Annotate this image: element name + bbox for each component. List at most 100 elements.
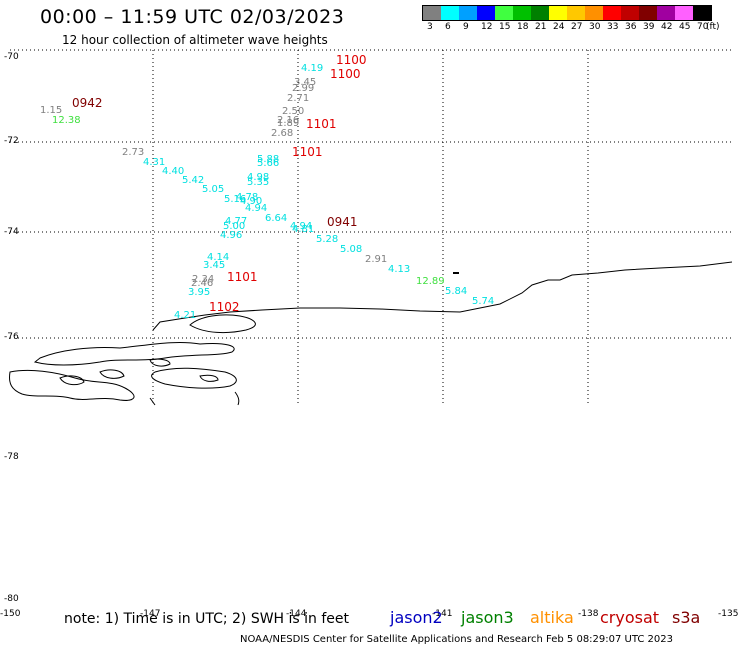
- wave-height-label: 4.94: [245, 203, 267, 214]
- legend-swatch: [477, 6, 495, 20]
- wave-height-label: 2.99: [292, 83, 314, 94]
- legend-label: 24: [553, 22, 565, 32]
- coast-outline-south: [149, 391, 240, 406]
- wave-height-label: 1.15: [40, 105, 62, 116]
- pass-time-label: 1100: [330, 67, 361, 81]
- legend-label: 18: [517, 22, 529, 32]
- lat-label: -80: [4, 594, 19, 604]
- legend-label: 15: [499, 22, 511, 32]
- wave-height-label: 5.74: [472, 296, 494, 307]
- legend-swatch: [693, 6, 711, 20]
- wave-height-label: 4.94: [290, 221, 312, 232]
- legend-swatch: [459, 6, 477, 20]
- graticule: [10, 49, 732, 405]
- lon-label: -135: [718, 609, 739, 619]
- coastline: [9, 261, 733, 406]
- pass-time-label: 1100: [336, 53, 367, 67]
- island-outline: [189, 314, 256, 334]
- legend-swatch: [603, 6, 621, 20]
- wave-height-label: 2.71: [287, 93, 309, 104]
- lat-label: -76: [4, 332, 19, 342]
- legend-swatch: [675, 6, 693, 20]
- wave-height-label: 4.78: [236, 192, 258, 203]
- inlet-3: [149, 358, 171, 367]
- wave-height-label: 2.91: [365, 254, 387, 265]
- legend-label: 21: [535, 22, 547, 32]
- inlet-2: [99, 369, 125, 379]
- wave-height-label: 5.00: [223, 221, 245, 232]
- wave-height-label: 12.89: [416, 276, 445, 287]
- wave-height-label: 5.16: [224, 194, 246, 205]
- lon-label: -141: [432, 609, 453, 619]
- wave-height-label: 12.38: [52, 115, 81, 126]
- coast-outline-west: [33, 342, 235, 366]
- legend-label: 42: [661, 22, 673, 32]
- pass-time-label: 1101: [292, 145, 323, 159]
- legend-label: 33: [607, 22, 619, 32]
- lat-label: -74: [4, 227, 19, 237]
- wave-height-label: 2.34: [192, 274, 214, 285]
- coast-outline-sw: [9, 369, 135, 401]
- legend-swatch: [513, 6, 531, 20]
- map-title: 00:00 – 11:59 UTC 02/03/2023: [40, 6, 345, 28]
- legend-swatch: [531, 6, 549, 20]
- wave-height-label: 5.35: [247, 177, 269, 188]
- legend-unit: (ft): [706, 22, 720, 32]
- satellite-jason3: jason3: [461, 608, 514, 627]
- wave-height-label: 1.89: [277, 118, 299, 129]
- legend-label: 9: [463, 22, 469, 32]
- wave-height-label: 2.46: [191, 278, 213, 289]
- pass-time-label: 1101: [306, 117, 337, 131]
- footer-credit: NOAA/NESDIS Center for Satellite Applica…: [240, 634, 673, 645]
- ice-shelf-edge: [152, 261, 733, 331]
- wave-height-label: 5.05: [202, 184, 224, 195]
- legend-swatch: [549, 6, 567, 20]
- pass-time-label: 0942: [72, 96, 103, 110]
- wave-height-label: 4.90: [240, 196, 262, 207]
- legend-swatch: [639, 6, 657, 20]
- legend-label: 36: [625, 22, 637, 32]
- legend-label: 6: [445, 22, 451, 32]
- wave-height-label: 4.96: [220, 230, 242, 241]
- satellite-altika: altika: [530, 608, 574, 627]
- legend-label: 30: [589, 22, 601, 32]
- lon-label: -144: [286, 609, 307, 619]
- wave-height-label: 4.81: [292, 224, 314, 235]
- wave-height-label: 5.84: [445, 286, 467, 297]
- observation-dash-marker: [453, 272, 459, 274]
- color-legend: 3 6 9 12 15 18 21 24 27 30 33 36 39 42 45 70 (ft): [422, 5, 732, 35]
- legend-swatch: [585, 6, 603, 20]
- map-subtitle: 12 hour collection of altimeter wave hei…: [62, 33, 328, 47]
- legend-swatch: [567, 6, 585, 20]
- legend-label: 45: [679, 22, 691, 32]
- wave-height-label: 3.45: [203, 260, 225, 271]
- inlet-1: [59, 375, 85, 386]
- pass-time-label: 1101: [227, 270, 258, 284]
- lat-label: -70: [4, 52, 19, 62]
- legend-label: 3: [427, 22, 433, 32]
- wave-height-label: 5.42: [182, 175, 204, 186]
- wave-height-label: 5.08: [340, 244, 362, 255]
- wave-height-label: 4.77: [225, 216, 247, 227]
- wave-height-label: 4.14: [207, 252, 229, 263]
- wave-height-label: 2.50: [282, 106, 304, 117]
- wave-height-label: 2.73: [122, 147, 144, 158]
- legend-label: 12: [481, 22, 493, 32]
- pass-time-label: 0941: [327, 215, 358, 229]
- pass-time-label: 1102: [209, 300, 240, 314]
- wave-height-label: 6.64: [265, 213, 287, 224]
- wave-height-label: 4.21: [174, 310, 196, 321]
- wave-height-label: 2.16: [277, 115, 299, 126]
- legend-label: 27: [571, 22, 583, 32]
- lon-label: -150: [0, 609, 21, 619]
- legend-swatch: [495, 6, 513, 20]
- wave-height-label: 4.98: [247, 172, 269, 183]
- wave-height-label: 4.31: [143, 157, 165, 168]
- lat-label: -78: [4, 452, 19, 462]
- satellite-jason2: jason2: [390, 608, 443, 627]
- wave-height-label: 4.40: [162, 166, 184, 177]
- wave-height-label: 3.95: [188, 287, 210, 298]
- legend-label: 70: [697, 22, 709, 32]
